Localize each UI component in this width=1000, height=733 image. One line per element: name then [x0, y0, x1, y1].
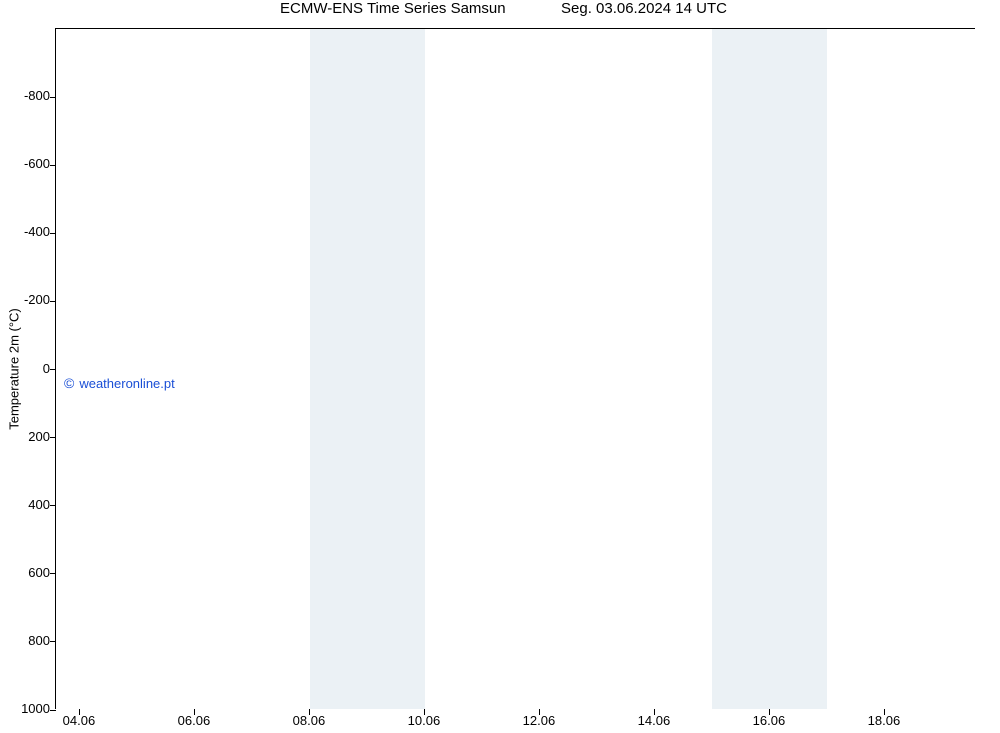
watermark-url: weatheronline.pt [79, 376, 174, 391]
y-tick [50, 165, 56, 166]
x-tick-label: 10.06 [408, 713, 441, 728]
y-tick-label: -200 [0, 292, 50, 307]
y-tick-label: -600 [0, 156, 50, 171]
y-tick [50, 369, 56, 370]
weekend-band [712, 29, 827, 709]
y-tick-label: -400 [0, 224, 50, 239]
y-tick-label: 600 [0, 565, 50, 580]
x-tick-label: 14.06 [638, 713, 671, 728]
y-tick [50, 301, 56, 302]
y-tick [50, 710, 56, 711]
weekend-band [310, 29, 425, 709]
x-tick-label: 18.06 [868, 713, 901, 728]
chart-container: ECMW-ENS Time Series Samsun Seg. 03.06.2… [0, 0, 1000, 733]
copyright-icon: © [64, 375, 74, 391]
x-tick-label: 06.06 [178, 713, 211, 728]
chart-title-right: Seg. 03.06.2024 14 UTC [561, 0, 727, 24]
x-tick-label: 04.06 [63, 713, 96, 728]
x-tick-label: 08.06 [293, 713, 326, 728]
y-tick [50, 573, 56, 574]
watermark: © weatheronline.pt [64, 375, 175, 391]
y-tick-label: 200 [0, 429, 50, 444]
y-tick-label: -800 [0, 88, 50, 103]
y-tick [50, 233, 56, 234]
y-tick [50, 641, 56, 642]
chart-title-left: ECMW-ENS Time Series Samsun [280, 0, 506, 24]
y-tick [50, 505, 56, 506]
x-tick-label: 12.06 [523, 713, 556, 728]
y-tick-label: 800 [0, 633, 50, 648]
plot-area: © weatheronline.pt [55, 28, 975, 709]
y-tick-label: 0 [0, 361, 50, 376]
y-tick-label: 400 [0, 497, 50, 512]
y-tick [50, 97, 56, 98]
y-tick-label: 1000 [0, 701, 50, 716]
y-tick [50, 437, 56, 438]
x-tick-label: 16.06 [753, 713, 786, 728]
